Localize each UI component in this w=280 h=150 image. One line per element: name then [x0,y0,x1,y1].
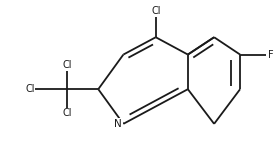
Text: N: N [114,119,122,129]
Text: Cl: Cl [62,60,71,70]
Text: F: F [268,50,274,60]
Text: Cl: Cl [25,84,35,94]
Text: Cl: Cl [62,108,71,118]
Text: Cl: Cl [151,6,160,16]
